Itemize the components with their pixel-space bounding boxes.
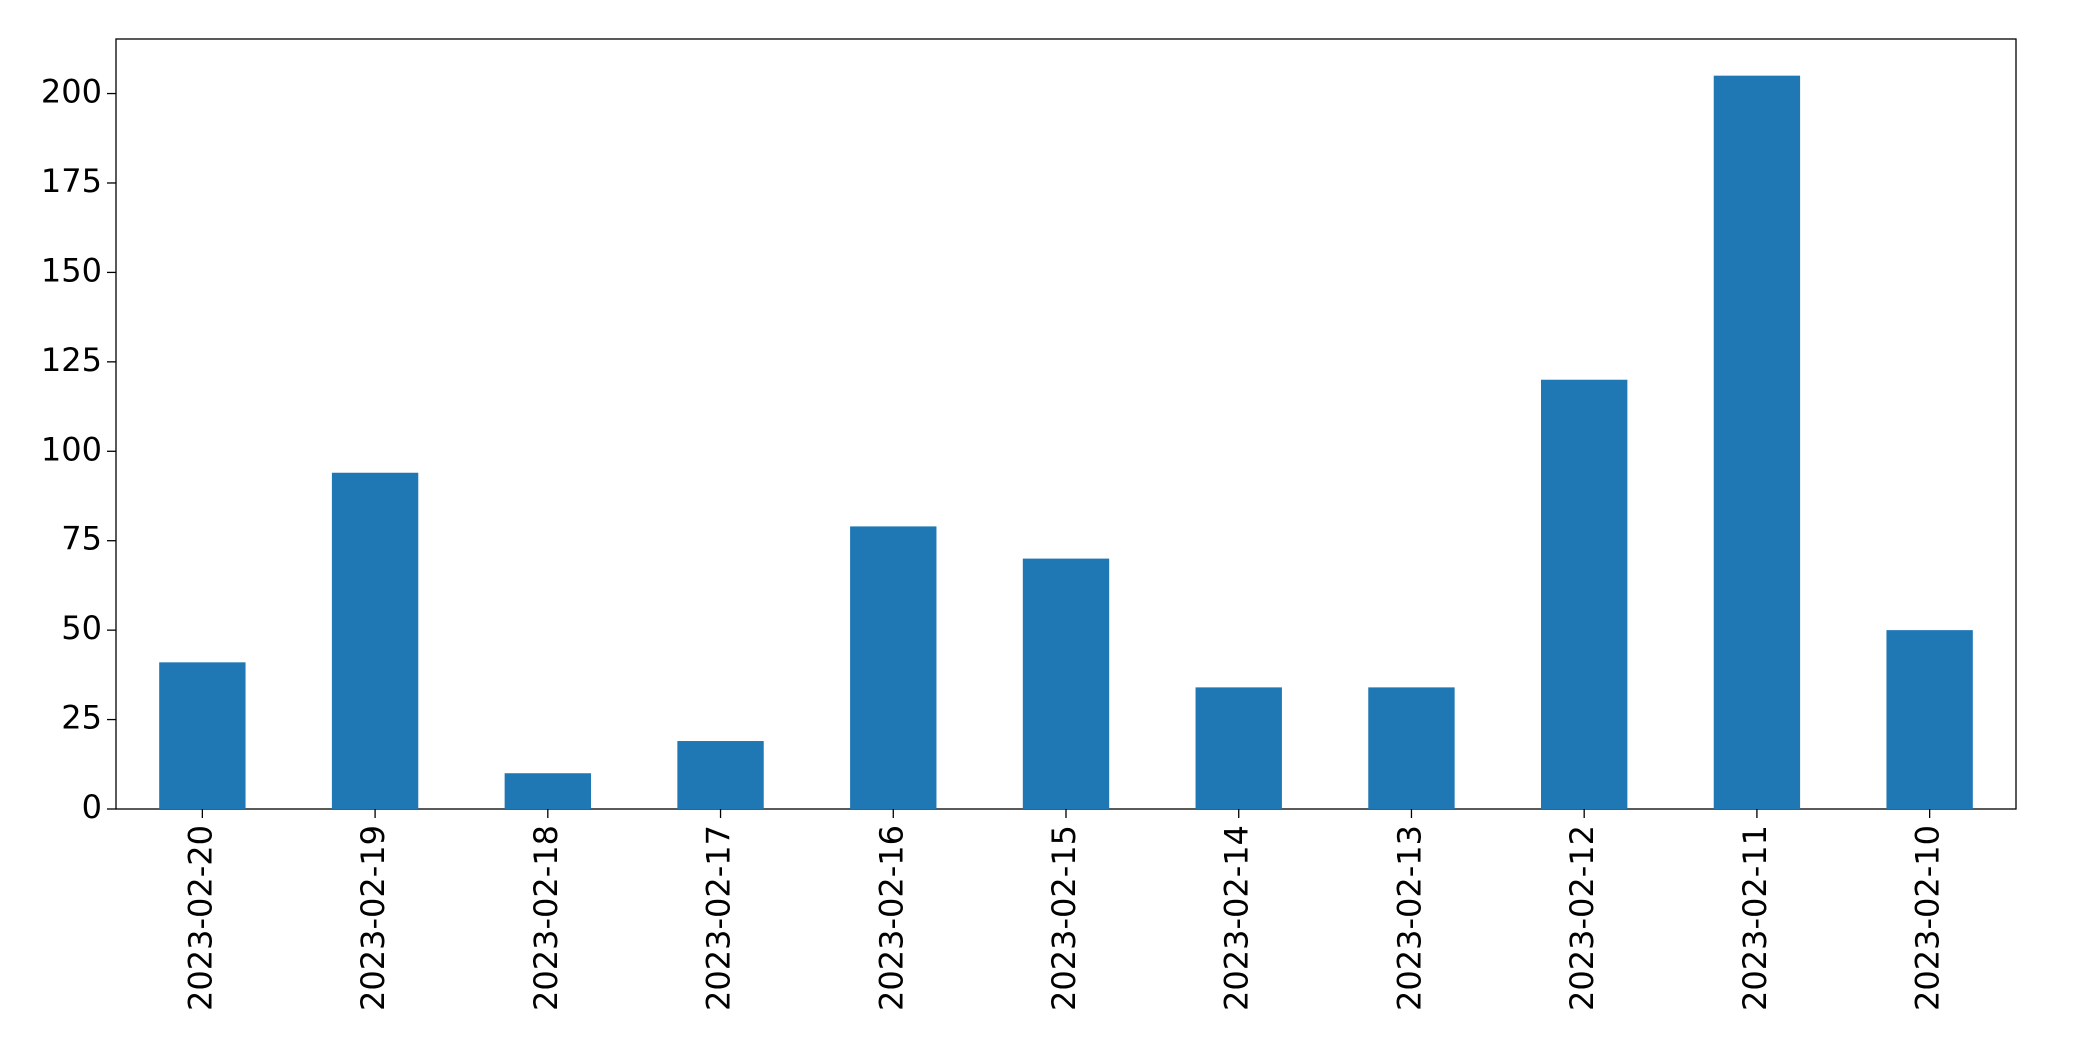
y-tick-label: 150 (41, 251, 102, 289)
x-tick-label: 2023-02-14 (1218, 825, 1256, 1011)
bar (1368, 687, 1455, 809)
bar (159, 662, 246, 809)
x-tick-label: 2023-02-17 (700, 825, 738, 1011)
x-tick-label: 2023-02-13 (1390, 825, 1428, 1011)
bar (1886, 630, 1973, 809)
x-tick-label: 2023-02-19 (354, 825, 392, 1011)
y-tick-label: 175 (41, 162, 102, 200)
bar (1713, 75, 1801, 809)
x-tick-label: 2023-02-18 (527, 825, 565, 1011)
x-tick-label: 2023-02-16 (872, 825, 910, 1011)
y-tick-label: 75 (61, 520, 102, 558)
x-tick-label: 2023-02-10 (1909, 825, 1947, 1011)
x-tick-label: 2023-02-15 (1045, 825, 1083, 1011)
bar (677, 741, 764, 809)
bar (1022, 558, 1110, 809)
x-tick-label: 2023-02-12 (1563, 825, 1601, 1011)
y-tick-label: 25 (61, 699, 102, 737)
x-tick-label: 2023-02-11 (1736, 825, 1774, 1011)
x-tick-label: 2023-02-20 (181, 825, 219, 1011)
y-tick-label: 100 (41, 430, 102, 468)
bar (850, 526, 937, 809)
y-tick-label: 0 (82, 788, 102, 826)
y-tick-label: 50 (61, 609, 102, 647)
bar (1541, 379, 1628, 809)
bar (1195, 687, 1282, 809)
bar (504, 773, 591, 809)
bar (331, 472, 419, 809)
y-tick-label: 200 (41, 73, 102, 111)
y-tick-label: 125 (41, 341, 102, 379)
